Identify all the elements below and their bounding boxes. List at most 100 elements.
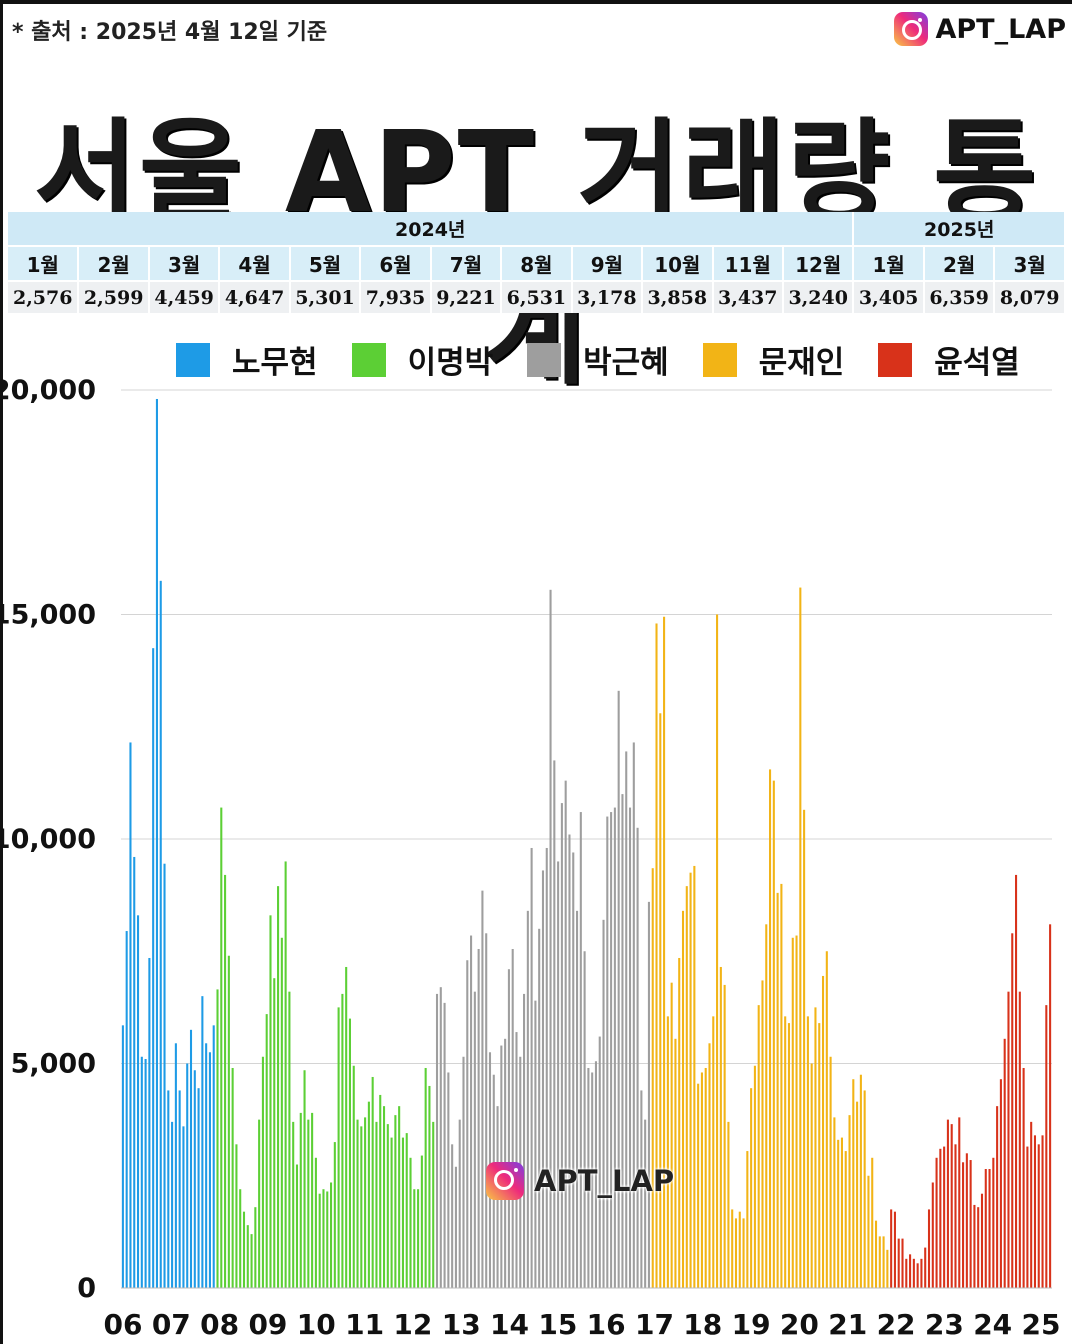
bar xyxy=(939,1148,942,1288)
volume-cell: 3,858 xyxy=(642,280,714,313)
bar xyxy=(746,1151,749,1288)
bar xyxy=(587,1067,590,1288)
bar xyxy=(920,1258,923,1288)
month-cell: 3월 xyxy=(994,245,1066,281)
volume-cell: 5,301 xyxy=(289,280,362,313)
bar xyxy=(700,1072,703,1288)
y-tick-label: 0 xyxy=(77,1273,96,1304)
bar xyxy=(220,807,223,1288)
volume-cell: 7,935 xyxy=(360,280,432,313)
bar xyxy=(769,769,772,1288)
bar xyxy=(451,1144,454,1288)
bar xyxy=(553,760,556,1288)
bar xyxy=(545,847,548,1288)
watermark-text: APT_LAP xyxy=(534,1164,675,1198)
bar xyxy=(890,1209,893,1288)
watermark: APT_LAP xyxy=(486,1162,674,1200)
bar xyxy=(988,1169,991,1288)
bar xyxy=(311,1112,314,1288)
volume-cell: 2,576 xyxy=(8,280,80,313)
bar xyxy=(670,982,673,1288)
month-cell: 3월 xyxy=(148,245,221,281)
bar xyxy=(136,915,140,1288)
bar xyxy=(871,1157,874,1288)
volume-cell: 8,079 xyxy=(994,280,1066,313)
bar xyxy=(723,984,726,1288)
bar xyxy=(803,809,806,1288)
bar xyxy=(511,949,514,1288)
bar xyxy=(617,690,620,1288)
bar xyxy=(307,1119,310,1289)
bar xyxy=(413,1189,416,1288)
bar xyxy=(447,1072,450,1288)
bar xyxy=(579,812,582,1288)
bar xyxy=(523,993,526,1288)
x-tick-label: 15 xyxy=(538,1308,577,1341)
bar xyxy=(345,966,348,1288)
bar xyxy=(152,648,155,1288)
bar xyxy=(401,1137,404,1288)
bar xyxy=(216,989,219,1288)
bar xyxy=(632,742,635,1288)
bar xyxy=(856,1101,859,1288)
volume-cell: 2,599 xyxy=(78,280,150,313)
bar xyxy=(167,1090,170,1288)
bar xyxy=(182,1126,185,1288)
x-tick-label: 24 xyxy=(973,1308,1012,1341)
volume-cell: 4,647 xyxy=(219,280,291,313)
bar xyxy=(242,1211,246,1288)
bar xyxy=(984,1169,987,1288)
bar xyxy=(417,1189,420,1288)
bar xyxy=(473,991,476,1288)
bar xyxy=(765,924,768,1288)
bar xyxy=(367,1101,370,1288)
bar xyxy=(254,1207,257,1288)
bar xyxy=(685,886,688,1288)
bar xyxy=(541,870,545,1288)
bar xyxy=(515,1032,518,1288)
x-tick-label: 10 xyxy=(297,1308,336,1341)
bar xyxy=(341,993,344,1288)
bar xyxy=(364,1117,367,1288)
bar xyxy=(1033,1135,1037,1288)
brand-name: APT_LAP xyxy=(935,13,1067,45)
x-tick-label: 14 xyxy=(490,1308,529,1341)
bar xyxy=(292,1121,295,1288)
bar xyxy=(424,1067,427,1288)
bar xyxy=(261,1056,264,1288)
brand-badge[interactable]: APT_LAP xyxy=(893,12,1067,46)
bar xyxy=(818,1023,821,1288)
bar xyxy=(757,1005,760,1288)
bar xyxy=(171,1121,174,1288)
bar xyxy=(129,742,132,1288)
bar xyxy=(999,1079,1002,1288)
bar xyxy=(538,928,541,1288)
bar xyxy=(572,852,575,1288)
bar xyxy=(628,807,632,1288)
bar xyxy=(659,713,662,1288)
month-cell: 2월 xyxy=(923,245,996,281)
legend-label-park: 박근혜 xyxy=(583,345,669,381)
month-cell: 2월 xyxy=(78,245,150,281)
bar xyxy=(647,901,650,1288)
bar xyxy=(258,1119,261,1289)
bar xyxy=(337,1007,340,1289)
bar xyxy=(144,1059,147,1288)
bar xyxy=(663,616,666,1288)
bar xyxy=(598,1036,601,1288)
bar xyxy=(708,1043,711,1288)
bar xyxy=(333,1142,336,1288)
bar xyxy=(776,892,779,1288)
bar xyxy=(787,1023,791,1288)
bar xyxy=(485,933,488,1288)
volume-cell: 3,405 xyxy=(853,280,925,313)
bar xyxy=(878,1236,881,1288)
bar xyxy=(227,955,230,1288)
bar xyxy=(507,969,510,1288)
y-tick-label: 20,000 xyxy=(0,375,96,406)
bar xyxy=(644,1119,647,1289)
bar xyxy=(678,957,681,1288)
bar xyxy=(848,1115,851,1288)
bar xyxy=(946,1119,949,1289)
bar xyxy=(564,780,567,1288)
